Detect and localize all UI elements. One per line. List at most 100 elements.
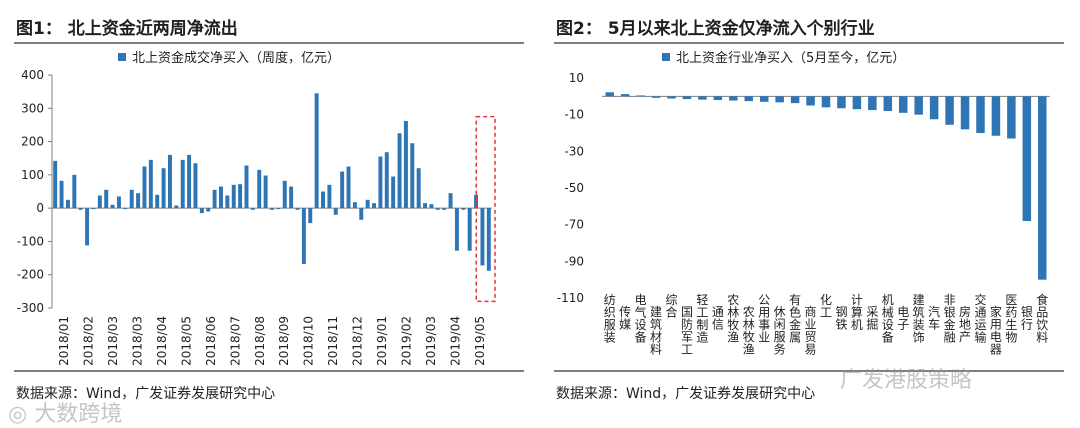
category-label: 非银金融 xyxy=(944,293,956,345)
bar xyxy=(282,180,287,209)
bar xyxy=(167,154,172,209)
x-tick-label: 2018/09 xyxy=(277,316,291,366)
bar xyxy=(435,208,440,210)
bar xyxy=(110,204,115,209)
category-label: 商业贸易 xyxy=(805,304,817,357)
category-label: 通信 xyxy=(712,305,724,332)
x-tick-label: 2018/01 xyxy=(57,316,71,366)
category-label: 建筑材料 xyxy=(650,305,662,357)
bar xyxy=(898,96,908,113)
bar xyxy=(314,93,319,209)
bar xyxy=(295,208,300,210)
x-tick-label: 2018/06 xyxy=(204,316,218,366)
bar xyxy=(136,193,141,209)
bar xyxy=(883,96,893,111)
bar xyxy=(161,168,166,209)
bar xyxy=(397,133,402,209)
bar xyxy=(775,96,784,103)
bar xyxy=(698,96,707,100)
bar xyxy=(180,159,185,209)
legend-label: 北上资金成交净买入（周度，亿元） xyxy=(132,50,340,66)
source-rule xyxy=(554,370,1064,372)
bar xyxy=(193,163,198,209)
x-tick-label: 2018/04 xyxy=(155,316,169,366)
bar xyxy=(116,196,121,209)
category-label: 医药生物 xyxy=(1005,293,1017,345)
y-tick-label: 200 xyxy=(21,135,44,149)
y-tick-label: -70 xyxy=(564,218,584,232)
bar xyxy=(1038,96,1047,280)
bar xyxy=(333,208,338,215)
category-label: 银行 xyxy=(1021,305,1033,332)
bar xyxy=(790,96,800,104)
bar xyxy=(713,96,723,100)
x-tick-label: 2019/04 xyxy=(448,316,462,366)
bar xyxy=(78,208,83,210)
y-tick-label: -50 xyxy=(564,181,584,195)
bar xyxy=(53,160,58,209)
bar xyxy=(391,176,396,209)
legend-swatch xyxy=(662,53,670,61)
chart-panel-industry-flow: 图2： 5月以来北上资金仅净流入个别行业 北上资金行业净买入（5月至今，亿元） 1… xyxy=(540,0,1080,426)
x-tick-label: 2018/08 xyxy=(253,316,267,366)
bar xyxy=(410,143,415,209)
category-label: 建筑装饰 xyxy=(913,293,925,345)
category-label: 化工 xyxy=(820,293,832,320)
source-note: 数据来源：Wind，广发证券发展研究中心 xyxy=(556,386,816,402)
x-tick-label: 2019/05 xyxy=(473,316,487,366)
y-tick-label: 10 xyxy=(569,71,584,85)
category-label: 房地产 xyxy=(959,304,971,344)
bar xyxy=(352,202,357,209)
x-tick-label: 2019/03 xyxy=(424,316,438,366)
bar xyxy=(821,96,831,108)
bar xyxy=(129,189,134,209)
bar xyxy=(327,184,332,209)
bar xyxy=(416,168,421,209)
category-label: 机械设备 xyxy=(882,293,894,345)
category-label: 综合 xyxy=(666,293,678,320)
bar xyxy=(321,191,325,209)
bar xyxy=(308,208,313,224)
category-label: 公用事业 xyxy=(758,293,770,345)
legend-label: 北上资金行业净买入（5月至今，亿元） xyxy=(676,50,905,66)
bar xyxy=(219,186,223,209)
category-label: 休闲服务 xyxy=(774,305,786,357)
panel-title: 图2： 5月以来北上资金仅净流入个别行业 xyxy=(556,19,875,39)
x-tick-label: 2018/12 xyxy=(351,316,365,366)
industry-flow-chart: 北上资金行业净买入（5月至今，亿元） 10 -10 -30 -50 -70 -90 -110 纺… xyxy=(557,50,1050,357)
bar xyxy=(620,94,630,97)
category-label: 家用电器 xyxy=(990,304,1002,357)
chart-panel-weekly-flow: 图1： 北上资金近两周净流出 北上资金成交净买入（周度，亿元） 400 300 200… xyxy=(0,0,540,427)
watermark-left: ◎ 大数跨境 xyxy=(8,402,123,427)
y-tick-label: -90 xyxy=(564,254,584,268)
category-label: 农林牧渔 xyxy=(743,305,755,357)
bar xyxy=(225,195,230,209)
bar xyxy=(301,208,306,265)
bar xyxy=(142,166,147,209)
category-label: 电气设备 xyxy=(635,293,647,345)
category-label: 计算机 xyxy=(851,293,863,332)
bar xyxy=(199,208,204,214)
bar xyxy=(682,96,692,100)
bar xyxy=(276,208,281,210)
panel-title: 图1： 北上资金近两周净流出 xyxy=(16,19,238,39)
bar xyxy=(91,208,96,210)
bar xyxy=(486,208,491,271)
y-tick-label: -100 xyxy=(17,234,44,248)
bar xyxy=(651,96,661,98)
bar xyxy=(480,208,485,266)
y-tick-label: -110 xyxy=(557,291,584,305)
bar xyxy=(929,96,939,120)
bar xyxy=(461,208,466,210)
bar xyxy=(729,96,738,101)
bar xyxy=(148,159,153,209)
bar xyxy=(378,156,383,209)
bar xyxy=(991,96,1001,136)
bar xyxy=(104,189,109,209)
y-tick-label: -30 xyxy=(564,144,584,158)
bar xyxy=(403,120,408,209)
category-label: 汽车 xyxy=(928,304,940,332)
category-label: 轻工制造 xyxy=(696,293,708,345)
category-label: 农林牧渔 xyxy=(727,293,739,345)
category-label: 纺织服装 xyxy=(604,293,616,345)
